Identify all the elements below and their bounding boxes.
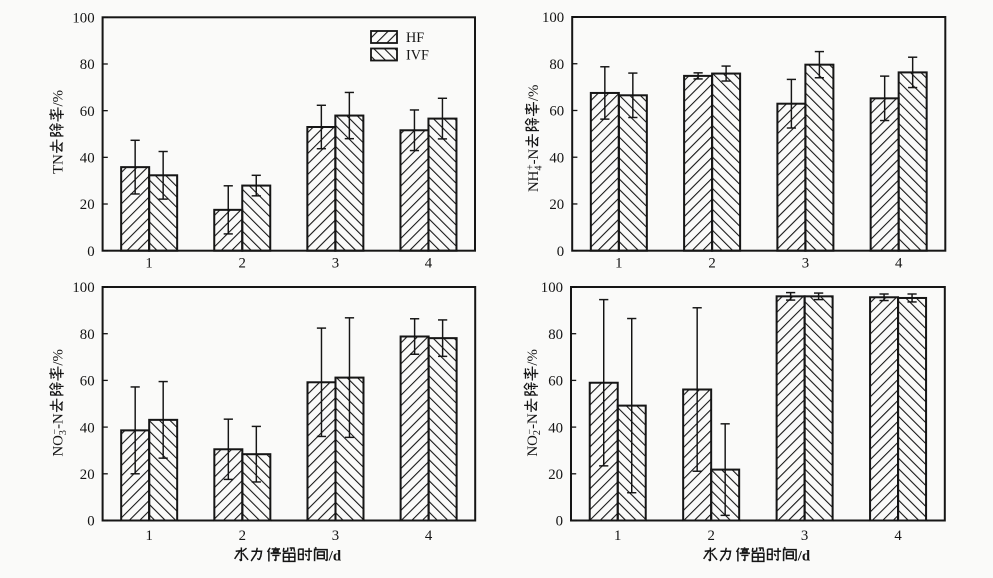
svg-text:100: 100 [542,10,564,26]
svg-text:0: 0 [556,514,563,530]
svg-text:4: 4 [894,528,902,544]
svg-text:TN: TN [51,154,67,174]
svg-text:20: 20 [549,197,564,213]
svg-text:−: − [50,429,61,435]
svg-text:60: 60 [548,374,563,390]
svg-text:60: 60 [80,374,95,390]
svg-text:-N: -N [525,413,541,429]
svg-text:/%: /% [51,90,67,106]
svg-text:40: 40 [548,420,563,436]
svg-text:1: 1 [615,256,622,272]
svg-text:2: 2 [708,256,715,272]
svg-text:3: 3 [802,256,809,272]
svg-text:40: 40 [549,150,564,166]
svg-text:40: 40 [80,151,95,167]
svg-text:3: 3 [58,430,69,435]
svg-text:+: + [526,164,537,170]
svg-text:/%: /% [526,85,542,101]
svg-text:20: 20 [548,467,563,483]
svg-text:NO: NO [525,435,541,457]
svg-text:4: 4 [425,256,433,272]
svg-text:3: 3 [332,528,339,544]
svg-text:1: 1 [145,528,152,544]
svg-text:100: 100 [72,280,94,296]
svg-text:2: 2 [532,430,543,435]
svg-text:2: 2 [238,256,245,272]
svg-text:3: 3 [332,256,339,272]
svg-text:3: 3 [801,528,808,544]
svg-text:80: 80 [80,57,95,73]
svg-text:60: 60 [80,104,95,120]
svg-text:40: 40 [80,420,95,436]
svg-text:1: 1 [614,528,621,544]
svg-text:/d: /d [797,549,811,565]
svg-text:0: 0 [87,244,94,260]
svg-text:1: 1 [145,256,152,272]
svg-text:60: 60 [549,104,564,120]
svg-text:80: 80 [549,57,564,73]
svg-text:20: 20 [80,197,95,213]
svg-text:−: − [524,429,535,435]
svg-text:0: 0 [87,514,94,530]
svg-text:4: 4 [895,256,903,272]
svg-text:HF: HF [406,30,424,46]
svg-text:-N: -N [51,413,67,429]
svg-text:/%: /% [51,349,67,365]
svg-text:0: 0 [557,244,564,260]
svg-text:NH: NH [526,170,542,192]
svg-text:20: 20 [80,467,95,483]
svg-text:80: 80 [80,327,95,343]
svg-text:4: 4 [425,528,433,544]
svg-text:100: 100 [72,11,94,27]
svg-text:80: 80 [548,327,563,343]
svg-text:/d: /d [328,549,342,565]
svg-text:-N: -N [526,148,542,164]
svg-text:4: 4 [533,166,544,171]
svg-text:100: 100 [541,280,563,296]
svg-text:/%: /% [525,349,541,365]
svg-text:2: 2 [239,528,246,544]
svg-text:2: 2 [707,528,714,544]
svg-text:IVF: IVF [406,47,429,63]
svg-text:NO: NO [51,435,67,457]
